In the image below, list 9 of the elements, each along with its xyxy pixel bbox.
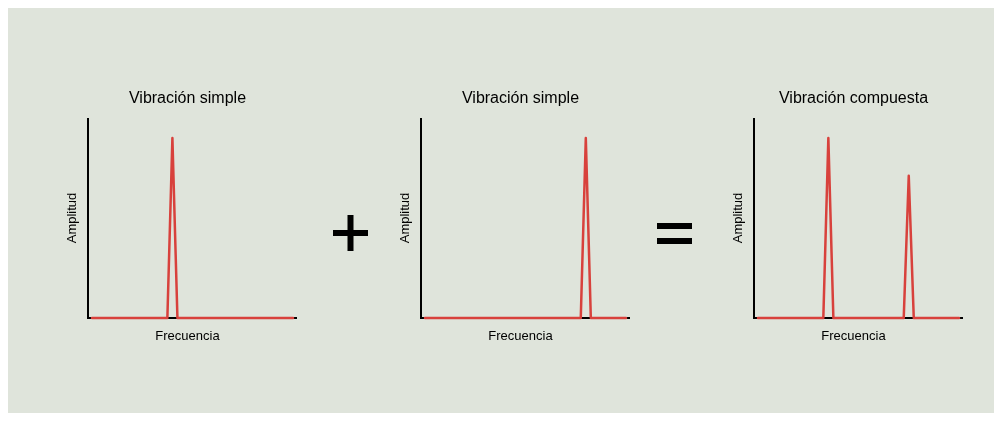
- y-axis-title: Amplitud: [64, 192, 79, 244]
- chart-title: Vibración simple: [461, 89, 580, 106]
- y-axis-title: Amplitud: [397, 192, 412, 244]
- x-axis-title: Frecuencia: [821, 328, 887, 343]
- x-axis-title: Frecuencia: [155, 328, 221, 343]
- chart-title: Vibración simple: [128, 89, 247, 106]
- chart-title: Vibración compuesta: [778, 89, 929, 106]
- y-axis-title: Amplitud: [730, 192, 745, 244]
- x-axis-title: Frecuencia: [488, 328, 554, 343]
